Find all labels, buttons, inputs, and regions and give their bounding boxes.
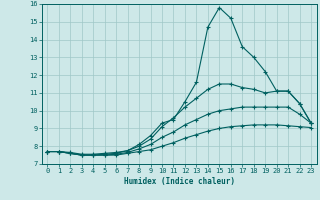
X-axis label: Humidex (Indice chaleur): Humidex (Indice chaleur)	[124, 177, 235, 186]
